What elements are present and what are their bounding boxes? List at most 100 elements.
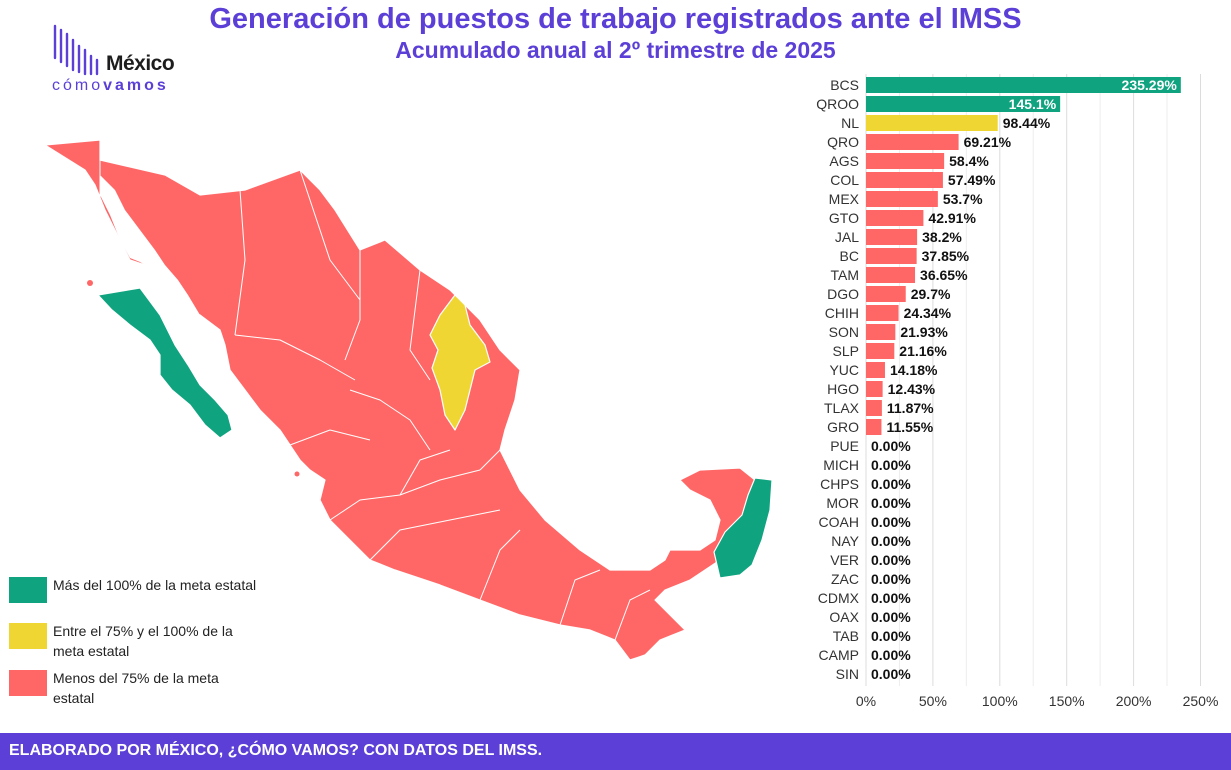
data-label: 98.44% [1003, 115, 1051, 131]
legend-swatch-low [9, 670, 47, 696]
bar [866, 343, 895, 359]
y-tick-label: MOR [826, 495, 859, 511]
y-tick-label: YUC [829, 362, 859, 378]
map-region-nl [429, 294, 491, 431]
legend-label-mid: Entre el 75% y el 100% de la meta estata… [53, 623, 233, 659]
bar [866, 191, 938, 207]
y-tick-label: TAM [830, 267, 859, 283]
map-region-qroo [713, 477, 773, 579]
data-label: 53.7% [943, 191, 983, 207]
map-region-bcs [97, 287, 233, 439]
logo-tagline-right: vamos [103, 77, 169, 94]
y-tick-label: CHPS [820, 476, 859, 492]
footer-bar: ELABORADO POR MÉXICO, ¿CÓMO VAMOS? CON D… [0, 733, 1231, 770]
data-label: 57.49% [948, 172, 996, 188]
data-label: 42.91% [928, 210, 976, 226]
data-label: 0.00% [871, 552, 911, 568]
bar [866, 248, 917, 264]
y-tick-label: MEX [829, 191, 860, 207]
y-tick-label: SIN [836, 666, 859, 682]
y-tick-label: BC [840, 248, 859, 264]
y-tick-label: PUE [830, 438, 859, 454]
bar [866, 77, 1181, 93]
legend-label-low: Menos del 75% de la meta estatal [53, 670, 219, 706]
bar [866, 362, 885, 378]
chart-subtitle: Acumulado anual al 2º trimestre de 2025 [395, 37, 836, 63]
bar [866, 324, 896, 340]
data-label: 0.00% [871, 476, 911, 492]
y-tick-label: QROO [816, 96, 859, 112]
y-tick-label: CAMP [819, 647, 859, 663]
y-tick-label: MICH [823, 457, 859, 473]
data-label: 21.93% [900, 324, 948, 340]
y-tick-label: CHIH [825, 305, 859, 321]
y-tick-label: TAB [833, 628, 859, 644]
bar [866, 210, 924, 226]
data-label: 37.85% [922, 248, 970, 264]
data-label: 0.00% [871, 571, 911, 587]
y-tick-label: HGO [827, 381, 859, 397]
legend-swatch-mid [9, 623, 47, 649]
y-tick-label: GRO [827, 419, 859, 435]
y-tick-label: AGS [829, 153, 859, 169]
bar [866, 286, 906, 302]
logo: México cómovamos [52, 22, 202, 98]
data-label: 69.21% [964, 134, 1012, 150]
data-label: 0.00% [871, 457, 911, 473]
data-label: 0.00% [871, 666, 911, 682]
data-label: 0.00% [871, 533, 911, 549]
y-tick-label: GTO [829, 210, 859, 226]
x-tick-label: 150% [1049, 693, 1085, 709]
data-label: 11.55% [886, 419, 933, 435]
y-tick-label: JAL [835, 229, 859, 245]
x-tick-label: 250% [1183, 693, 1219, 709]
bar [866, 153, 945, 169]
data-label: 145.1% [1009, 96, 1057, 112]
y-tick-label: CDMX [818, 590, 860, 606]
map-gulf-of-california [100, 175, 200, 315]
y-tick-label: VER [830, 552, 859, 568]
bar [866, 381, 883, 397]
bar [866, 400, 882, 416]
data-label: 24.34% [904, 305, 952, 321]
x-tick-label: 200% [1116, 693, 1152, 709]
legend-label-high: Más del 100% de la meta estatal [53, 577, 257, 593]
data-label: 11.87% [887, 400, 934, 416]
data-label: 29.7% [911, 286, 951, 302]
data-label: 0.00% [871, 495, 911, 511]
bar [866, 172, 943, 188]
y-tick-label: SLP [833, 343, 859, 359]
bar [866, 134, 959, 150]
map-island [294, 471, 300, 477]
data-label: 14.18% [890, 362, 938, 378]
footer-text: ELABORADO POR MÉXICO, ¿CÓMO VAMOS? CON D… [9, 742, 543, 759]
data-label: 58.4% [949, 153, 989, 169]
y-tick-label: SON [829, 324, 859, 340]
data-label: 0.00% [871, 609, 911, 625]
bar [866, 419, 882, 435]
y-tick-label: NAY [831, 533, 859, 549]
bar-chart: 0% 50% 100% 150% 200% 250% BCS 235.29% QROO 145.1… [816, 74, 1219, 709]
logo-text: México [106, 52, 175, 75]
x-tick-label: 0% [856, 693, 876, 709]
data-label: 12.43% [888, 381, 936, 397]
map-region-mainland [44, 139, 756, 661]
logo-tagline: cómovamos [52, 77, 169, 95]
y-tick-label: ZAC [831, 571, 859, 587]
y-tick-label: TLAX [824, 400, 860, 416]
x-tick-label: 100% [982, 693, 1018, 709]
data-label: 235.29% [1122, 77, 1178, 93]
y-tick-label: NL [841, 115, 859, 131]
y-tick-label: OAX [829, 609, 859, 625]
data-label: 0.00% [871, 628, 911, 644]
data-label: 0.00% [871, 514, 911, 530]
bar [866, 96, 1061, 112]
data-label: 0.00% [871, 438, 911, 454]
y-tick-label: COAH [819, 514, 859, 530]
y-tick-label: QRO [827, 134, 859, 150]
y-tick-label: COL [830, 172, 859, 188]
map-island [87, 280, 93, 286]
chart-title: Generación de puestos de trabajo registr… [209, 3, 1022, 35]
bar [866, 305, 899, 321]
data-label: 38.2% [922, 229, 962, 245]
